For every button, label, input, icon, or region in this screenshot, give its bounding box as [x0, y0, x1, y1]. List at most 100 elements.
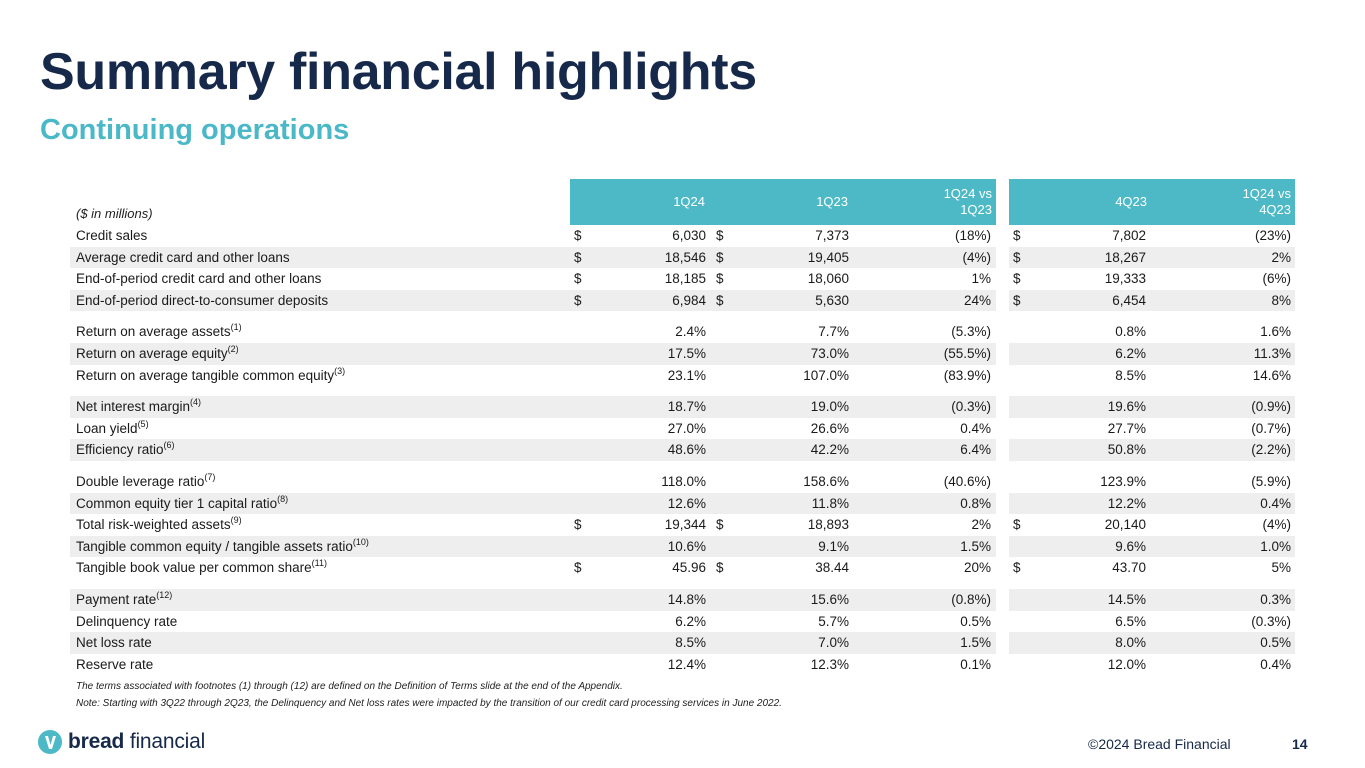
table-row: Net loss rate 8.5% 7.0% 1.5% 8.0% 0.5%: [70, 632, 1295, 654]
cell-value: 0.4%: [1260, 656, 1291, 672]
footnote-ref: (1): [230, 322, 242, 333]
cell-value: 19,333: [1104, 271, 1146, 287]
row-label: Delinquency rate: [76, 613, 178, 629]
table-row: Return on average equity(2) 17.5% 73.0% (55…: [70, 342, 1295, 365]
cell-value: 48.6%: [667, 442, 706, 458]
column-gap: [996, 492, 1009, 515]
cell-value: 0.8%: [960, 495, 991, 511]
dollar-sign: $: [1013, 228, 1021, 243]
table-row: Common equity tier 1 capital ratio(8) 12.…: [70, 492, 1295, 515]
cell-value: 19,344: [664, 517, 706, 533]
cell-value: 5.7%: [818, 613, 849, 629]
footnote-ref: (3): [334, 365, 346, 376]
row-label: Return on average tangible common equity…: [76, 365, 346, 383]
cell-value: (23%): [1254, 228, 1291, 243]
cell-value: 1.5%: [960, 538, 991, 554]
cell-value: 8.0%: [1115, 635, 1146, 651]
cell-value: (0.7%): [1251, 420, 1291, 436]
cell-value: 15.6%: [810, 591, 849, 607]
cell-value: 10.6%: [667, 538, 706, 554]
row-label: End-of-period direct-to-consumer deposit…: [76, 292, 329, 308]
column-gap: [996, 653, 1009, 676]
cell-value: (83.9%): [943, 367, 991, 383]
page-title: Summary financial highlights: [40, 43, 757, 101]
cell-value: 6,030: [672, 228, 706, 243]
column-gap: [996, 417, 1009, 440]
column-gap: [996, 470, 1009, 493]
cell-value: 19,405: [807, 249, 849, 265]
cell-value: 17.5%: [667, 345, 706, 361]
row-label: End-of-period credit card and other loan…: [76, 271, 322, 287]
row-label: Common equity tier 1 capital ratio(8): [76, 493, 289, 511]
row-label: Reserve rate: [76, 656, 154, 672]
table-row: Return on average tangible common equity…: [70, 364, 1295, 387]
cell-value: 43.70: [1112, 560, 1146, 576]
dollar-sign: $: [574, 560, 582, 576]
table-row: Total risk-weighted assets(9) $19,344 $18,…: [70, 514, 1295, 536]
dollar-sign: $: [1013, 560, 1021, 576]
cell-value: 7.7%: [818, 324, 849, 340]
cell-value: (0.8%): [951, 591, 991, 607]
dollar-sign: $: [574, 292, 582, 308]
cell-value: (0.3%): [951, 399, 991, 415]
row-label: Efficiency ratio(6): [76, 440, 175, 458]
cell-value: 20,140: [1104, 517, 1146, 533]
cell-value: 0.5%: [960, 613, 991, 629]
cell-value: 158.6%: [803, 473, 849, 489]
footnote-note: Note: Starting with 3Q22 through 2Q23, t…: [76, 698, 782, 709]
cell-value: (40.6%): [943, 473, 991, 489]
cell-value: 107.0%: [803, 367, 849, 383]
cell-value: 19.6%: [1107, 399, 1146, 415]
dollar-sign: $: [574, 249, 582, 265]
cell-value: (18%): [954, 228, 991, 243]
logo-wordmark: bread financial: [68, 730, 206, 753]
cell-value: 14.5%: [1107, 591, 1146, 607]
units-label: ($ in millions): [76, 206, 153, 221]
cell-value: 12.3%: [810, 656, 849, 672]
column-gap: [996, 557, 1009, 579]
cell-value: (4%): [1262, 517, 1291, 533]
cell-value: 5%: [1271, 560, 1291, 576]
table-row: Double leverage ratio(7) 118.0% 158.6% (40.…: [70, 470, 1295, 493]
cell-value: 1.5%: [960, 635, 991, 651]
row-label: Return on average equity(2): [76, 343, 239, 361]
cell-value: 18,546: [664, 249, 706, 265]
column-header-1q24: 1Q24: [570, 179, 713, 225]
column-gap: [996, 364, 1009, 387]
dollar-sign: $: [574, 228, 582, 243]
dollar-sign: $: [1013, 517, 1021, 533]
row-label: Loan yield(5): [76, 418, 149, 436]
cell-value: (6%): [1262, 271, 1291, 287]
cell-value: 73.0%: [810, 345, 849, 361]
dollar-sign: $: [716, 249, 724, 265]
cell-value: 27.0%: [667, 420, 706, 436]
row-label: Double leverage ratio(7): [76, 471, 216, 489]
cell-value: 1.0%: [1260, 538, 1291, 554]
cell-value: 26.6%: [810, 420, 849, 436]
cell-value: (5.9%): [1251, 473, 1291, 489]
cell-value: 12.2%: [1107, 495, 1146, 511]
dollar-sign: $: [1013, 249, 1021, 265]
cell-value: 18,060: [807, 271, 849, 287]
footnote-ref: (5): [137, 418, 149, 429]
footnote-ref: (6): [163, 440, 175, 451]
cell-value: 11.8%: [811, 495, 849, 511]
column-gap: [996, 289, 1009, 312]
cell-value: 8.5%: [675, 635, 706, 651]
cell-value: 118.0%: [661, 473, 706, 489]
cell-value: 123.9%: [1100, 473, 1146, 489]
cell-value: 19.0%: [810, 399, 849, 415]
column-header-1q24-vs-1q23: 1Q24 vs 1Q23: [856, 179, 996, 225]
row-label: Average credit card and other loans: [76, 249, 290, 265]
cell-value: 0.8%: [1115, 324, 1146, 340]
bread-logo-icon: [38, 730, 62, 754]
footnote-ref: (7): [204, 471, 216, 482]
table-row: Average credit card and other loans $18,5…: [70, 246, 1295, 269]
cell-value: 6.2%: [675, 613, 706, 629]
cell-value: 0.3%: [1260, 591, 1291, 607]
column-header-1q24-vs-4q23: 1Q24 vs 4Q23: [1159, 179, 1295, 225]
row-label: Return on average assets(1): [76, 322, 242, 340]
cell-value: 6.5%: [1115, 613, 1146, 629]
table-row: Delinquency rate 6.2% 5.7% 0.5% 6.5% (0.3%): [70, 610, 1295, 633]
cell-value: (0.3%): [1251, 613, 1291, 629]
